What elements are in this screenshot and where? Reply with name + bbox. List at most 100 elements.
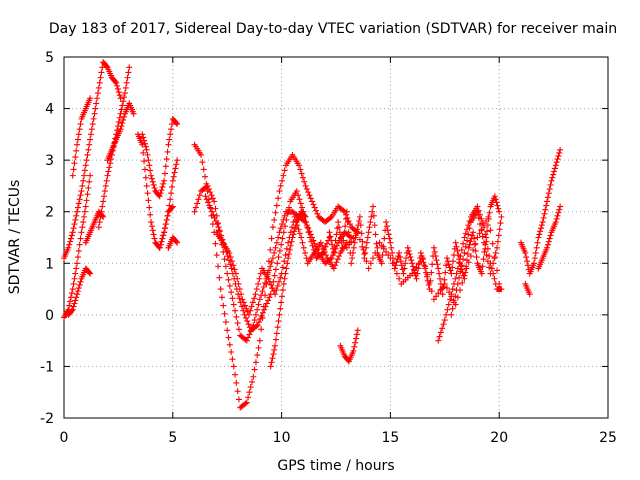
data-point <box>302 213 309 220</box>
data-point <box>356 213 363 220</box>
data-point <box>168 121 175 128</box>
data-point <box>546 235 553 242</box>
data-point <box>487 227 494 234</box>
data-point <box>149 227 156 234</box>
data-point <box>290 231 297 238</box>
data-point <box>72 216 79 223</box>
data-point <box>289 234 296 241</box>
data-point <box>143 146 150 153</box>
data-point <box>531 260 538 267</box>
data-point <box>546 186 553 193</box>
data-point <box>363 244 370 251</box>
data-point <box>544 194 551 201</box>
data-point <box>466 241 473 248</box>
data-point <box>242 302 249 309</box>
series-0 <box>61 59 124 262</box>
series-23 <box>535 203 564 272</box>
data-point <box>393 270 400 277</box>
data-point <box>472 247 479 254</box>
data-point <box>477 211 484 218</box>
data-point <box>443 311 450 318</box>
data-point <box>340 237 347 244</box>
data-point <box>461 249 468 256</box>
data-point <box>126 64 133 71</box>
data-point <box>431 248 438 255</box>
y-tick-label: -2 <box>40 411 54 427</box>
data-point <box>549 174 556 181</box>
data-point <box>276 247 283 254</box>
data-point <box>421 262 428 269</box>
data-point <box>437 329 444 336</box>
data-point <box>552 219 559 226</box>
data-point <box>77 192 84 199</box>
data-point <box>114 127 121 134</box>
data-point <box>164 212 171 219</box>
data-point <box>400 270 407 277</box>
data-point <box>319 242 326 249</box>
data-point <box>251 366 258 373</box>
data-point <box>254 306 261 313</box>
data-point <box>169 177 176 184</box>
data-point <box>430 296 437 303</box>
data-point <box>373 240 380 247</box>
data-point <box>205 186 212 193</box>
data-point <box>216 228 223 235</box>
data-point <box>445 261 452 268</box>
data-point <box>487 270 494 277</box>
data-point <box>439 291 446 298</box>
series-19 <box>435 203 505 344</box>
data-point <box>90 115 97 122</box>
data-point <box>550 171 557 178</box>
data-point <box>497 220 504 227</box>
data-point <box>75 200 82 207</box>
data-point <box>80 219 87 226</box>
data-point <box>142 174 149 181</box>
data-point <box>271 249 278 256</box>
data-point <box>238 303 245 310</box>
data-point <box>147 167 154 174</box>
data-point <box>369 255 376 262</box>
data-point <box>166 202 173 209</box>
data-point <box>253 286 260 293</box>
data-point <box>498 286 505 293</box>
data-point <box>440 321 447 328</box>
data-point <box>483 238 490 245</box>
data-point <box>232 371 239 378</box>
data-point <box>359 243 366 250</box>
data-point <box>292 222 299 229</box>
data-point <box>74 254 81 261</box>
data-point <box>74 204 81 211</box>
data-point <box>439 284 446 291</box>
data-point <box>211 214 218 221</box>
series-15 <box>267 208 309 370</box>
data-point <box>173 161 180 168</box>
data-point <box>161 177 168 184</box>
data-point <box>81 172 88 179</box>
data-point <box>74 260 81 267</box>
series-5 <box>95 64 133 231</box>
data-point <box>429 261 436 268</box>
data-point <box>68 307 75 314</box>
data-point <box>222 263 229 270</box>
data-point <box>251 295 258 302</box>
data-point <box>333 231 340 238</box>
data-point <box>108 156 115 163</box>
data-point <box>123 79 130 86</box>
data-point <box>73 147 80 154</box>
data-point <box>494 267 501 274</box>
data-point <box>252 359 259 366</box>
data-point <box>101 188 108 195</box>
data-point <box>402 260 409 267</box>
chart-title: Day 183 of 2017, Sidereal Day-to-day VTE… <box>49 21 617 37</box>
data-point <box>526 291 533 298</box>
data-point <box>162 163 169 170</box>
data-point <box>256 275 263 282</box>
series-10 <box>165 234 181 251</box>
data-point <box>424 271 431 278</box>
data-point <box>403 255 410 262</box>
data-point <box>291 228 298 235</box>
data-point <box>205 199 212 206</box>
data-point <box>203 196 210 203</box>
data-point <box>349 249 356 256</box>
data-point <box>74 141 81 148</box>
